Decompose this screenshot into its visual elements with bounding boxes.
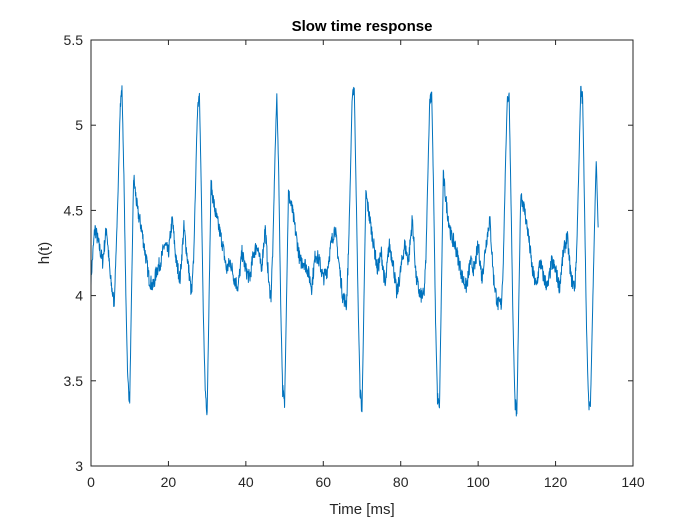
y-axis-label: h(t) (36, 242, 53, 265)
ticks-layer: 0 20 40 60 80 100 120 140 3 3.5 4 4.5 5 5.5 (64, 32, 645, 490)
x-tick-label: 140 (621, 474, 645, 490)
y-tick-label: 3.5 (64, 373, 84, 389)
y-tick-label: 5.5 (64, 32, 84, 48)
y-tick-label: 3 (75, 458, 83, 474)
chart-title: Slow time response (292, 18, 433, 35)
x-tick-label: 20 (161, 474, 177, 490)
plot-layer (90, 85, 599, 417)
x-tick-label: 40 (238, 474, 254, 490)
y-tick-label: 4 (75, 288, 83, 304)
x-tick-label: 100 (466, 474, 490, 490)
x-axis-label: Time [ms] (329, 501, 394, 518)
x-tick-label: 80 (393, 474, 409, 490)
y-tick-label: 5 (75, 117, 83, 133)
x-tick-label: 0 (87, 474, 95, 490)
y-tick-label: 4.5 (64, 202, 84, 218)
series-line (90, 85, 599, 417)
x-tick-label: 60 (315, 474, 331, 490)
x-tick-label: 120 (544, 474, 568, 490)
axes-box (90, 39, 634, 467)
